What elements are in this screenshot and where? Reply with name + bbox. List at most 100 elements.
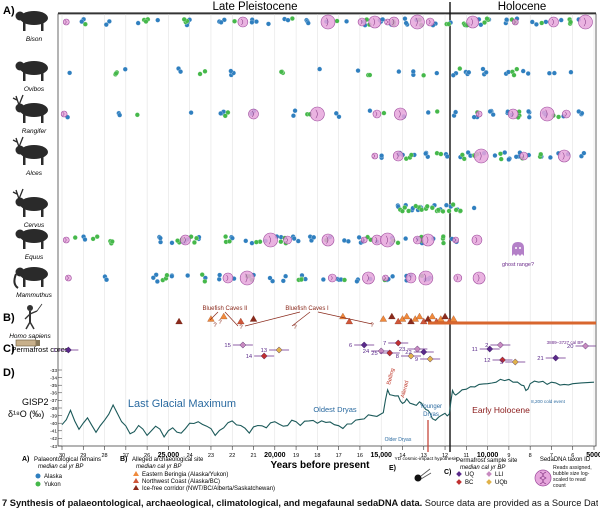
gisp-y-tick-label-3: -36 [50, 391, 57, 397]
yukon-point-equus-0-0 [72, 235, 78, 240]
yukon-point-rangifer-0-0 [134, 112, 140, 118]
legend-lli-marker [486, 471, 492, 477]
alaska-point-bison-5-2 [218, 19, 224, 25]
muskox-icon [15, 61, 48, 81]
alaska-point-rangifer-6-1 [333, 110, 339, 116]
permafrost-sample-14 [499, 356, 506, 364]
alaska-point-ovibos-2-1 [178, 69, 184, 75]
moose-icon-leg-back [41, 156, 44, 165]
permafrost-sample-9 [413, 345, 421, 353]
alaska-point-rangifer-6-0 [336, 114, 342, 120]
alaska-point-mammuthus-15-0 [390, 273, 396, 279]
archaeology-site-8 [388, 312, 396, 320]
yukon-point-equus-5-0 [223, 234, 229, 240]
x-tick-label-14000: 14 [399, 453, 405, 459]
yukon-point-cervus-1-0 [406, 208, 412, 214]
yukon-point-mammuthus-1-1 [199, 272, 205, 278]
yukon-point-cervus-4-1 [429, 205, 435, 211]
yukon-point-bison-4-0 [289, 16, 295, 21]
archaeology-site-7 [379, 315, 388, 322]
muskox-icon-leg-back [41, 72, 44, 81]
yukon-point-bison-0-0 [82, 21, 88, 27]
alaska-point-ovibos-4-0 [317, 66, 323, 72]
alaska-point-ovibos-11-2 [483, 69, 489, 75]
sedadna-helix-rangifer-3 [375, 111, 378, 117]
permafrost-sample-13 [496, 341, 504, 349]
gisp-y-tick-label-0: -33 [50, 368, 57, 374]
legend-northwest-coast-label: Northwest Coast (Alaska/BC) [142, 479, 220, 485]
yukon-point-alces-1-1 [438, 151, 444, 157]
x-tick-label-5000: 5000 [586, 452, 600, 459]
alaska-point-ovibos-9-1 [450, 72, 456, 78]
moose-icon-leg-front [23, 156, 26, 165]
species-label-rangifer: Rangifer [22, 128, 47, 135]
sedadna-helix-equus-7 [385, 235, 388, 245]
php-note: 3889–3727 cal BP [547, 340, 584, 345]
elk-icon-antlers [12, 188, 24, 200]
moose-icon-antlers [12, 136, 24, 148]
archaeology-site-2 [220, 312, 228, 320]
sedadna-helix-equus-8 [415, 237, 418, 243]
bison-icon-leg-front [23, 22, 26, 31]
archaeology-label-3: ? [213, 323, 217, 329]
legend: A) Palaeontological remains median cal y… [22, 456, 592, 492]
comet-icon [414, 474, 422, 482]
caribou-icon-body [20, 103, 48, 117]
legend-yd-hypothesis-line: YD cosmic-impact hypothesis [395, 456, 459, 462]
yukon-point-equus-12-2 [440, 234, 446, 239]
sedadna-helix-alces-1 [396, 152, 399, 160]
x-axis-title: Years before present [271, 460, 371, 471]
alaska-point-bison-0-1 [79, 19, 85, 25]
alaska-point-bison-2-0 [135, 20, 141, 26]
elk-icon-head [15, 197, 25, 207]
horse-icon [15, 229, 48, 249]
sedadna-helix-mammuthus-2 [245, 273, 248, 283]
permafrost-label-16: 21 [537, 356, 543, 362]
plot-frame [57, 13, 597, 447]
sedadna-helix-mammuthus-1 [226, 274, 229, 282]
muskox-icon-body [20, 61, 48, 75]
permafrost-sample-17 [582, 342, 589, 350]
legend-a-subtitle: median cal yr BP [38, 464, 83, 470]
bolling-label: Bølling [386, 368, 396, 386]
alaska-point-rangifer-17-2 [576, 109, 582, 114]
alaska-point-equus-11-2 [311, 234, 317, 240]
alaska-point-equus-14-2 [356, 234, 362, 240]
yukon-point-equus-2-2 [109, 239, 115, 244]
species-label-mammuthus: Mammuthus [16, 292, 53, 299]
mammoth-icon-head [15, 267, 25, 277]
permafrost-sample-15 [511, 358, 519, 366]
mammoth-icon-trunk [13, 273, 19, 289]
alaska-point-ovibos-6-0 [396, 69, 402, 75]
yukon-point-ovibos-3-1 [367, 72, 373, 78]
alaska-point-mammuthus-5-1 [217, 272, 223, 278]
archaeology-label-6: ? [370, 323, 374, 329]
x-tick-label-16000: 16 [357, 453, 363, 459]
elk-icon [12, 188, 48, 217]
alaska-point-rangifer-2-0 [188, 110, 194, 116]
sedadna-helix-mammuthus-7 [424, 273, 427, 283]
legend-uqb-marker [486, 479, 492, 485]
archaeology-labels: Bluefish Caves II Bluefish Caves I????? [202, 306, 374, 331]
sedadna-helix-bison-8 [428, 19, 431, 25]
permafrost-label-12: 11 [472, 347, 478, 353]
panel-c: Permafrost cores 11514136247822232591121… [11, 339, 596, 366]
yukon-point-cervus-8-1 [453, 207, 459, 213]
yukon-point-cervus-5-2 [435, 207, 441, 213]
yukon-point-cervus-0-1 [400, 208, 405, 214]
x-axis-ticks: 30 29 28 27 26 25,000 24 23 22 21 20,000 19 18 17 16 15… [59, 446, 600, 459]
bluefish-arrows [209, 311, 373, 327]
gisp-y-axis: -33-34 -35 -36-37 -38-39 -40 -41-42 -43 [50, 368, 62, 450]
permafrost-sample-0 [64, 346, 72, 354]
yukon-point-cervus-8-0 [450, 202, 456, 207]
alaska-point-alces-9-2 [506, 157, 512, 162]
sedadna-helix-alces-0 [373, 153, 376, 159]
alaska-point-rangifer-12-2 [490, 112, 496, 118]
yukon-point-ovibos-1-0 [197, 71, 203, 77]
legend-eastern-beringia-label: Eastern Beringia (Alaska/Yukon) [142, 472, 228, 478]
sedadna-helix-equus-11 [475, 236, 478, 244]
horse-icon-leg-front [23, 240, 26, 249]
sedadna-helix-bison-6 [392, 18, 395, 26]
sedadna-helix-rangifer-7 [545, 109, 548, 119]
x-tick-label-13000: 13 [421, 453, 427, 459]
